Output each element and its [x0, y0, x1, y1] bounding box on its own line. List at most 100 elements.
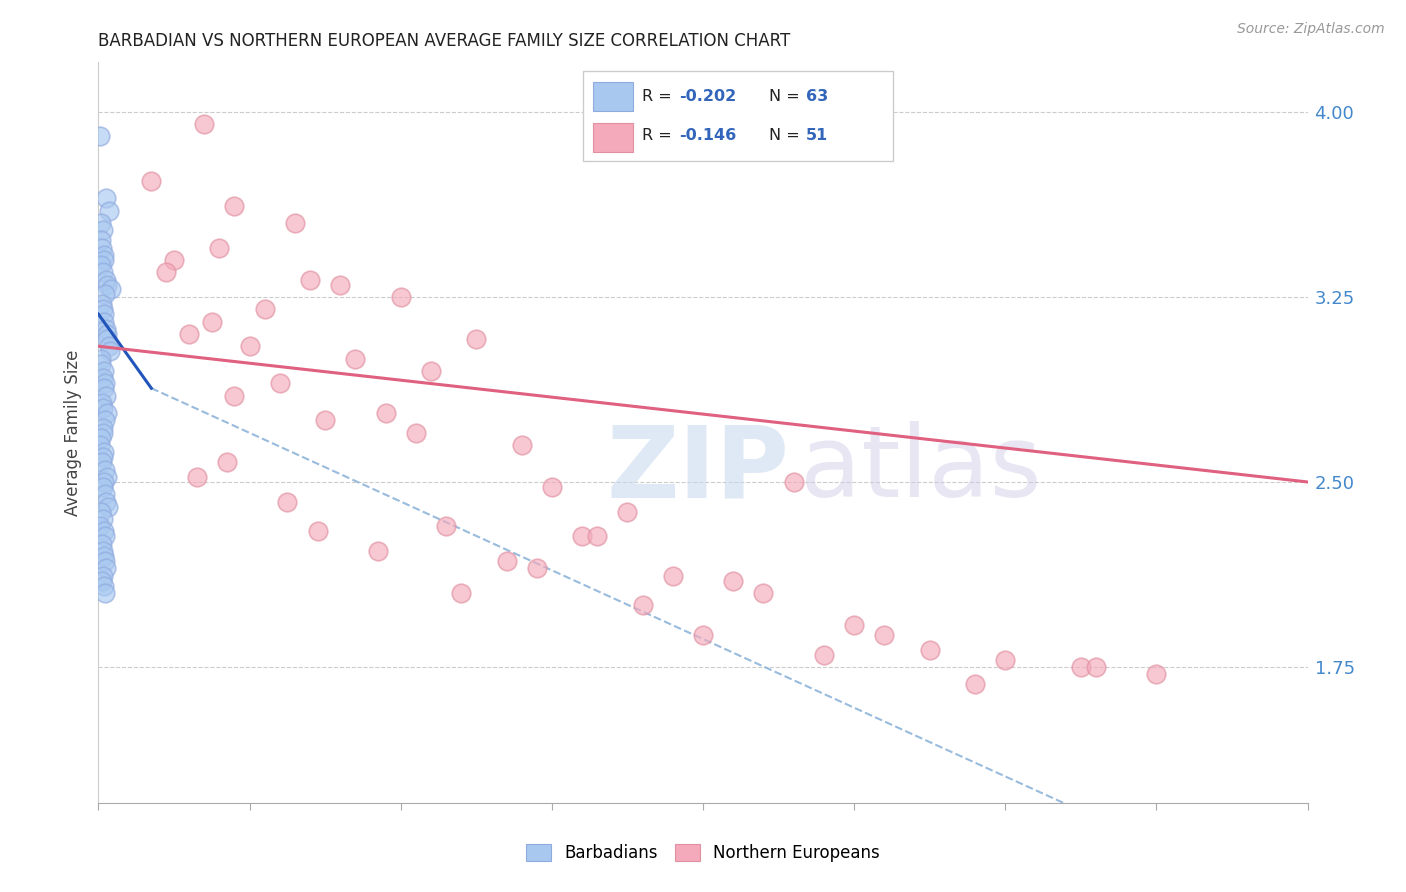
- Text: -0.146: -0.146: [679, 128, 737, 143]
- FancyBboxPatch shape: [583, 71, 893, 161]
- Point: [96, 406, 118, 420]
- Point: [93, 579, 115, 593]
- Point: [201, 315, 224, 329]
- Point: [93, 307, 115, 321]
- Point: [1070, 660, 1092, 674]
- Point: [389, 290, 412, 304]
- Point: [616, 505, 638, 519]
- Point: [965, 677, 987, 691]
- Point: [91, 512, 114, 526]
- Text: -0.202: -0.202: [679, 89, 737, 103]
- Point: [253, 302, 276, 317]
- Point: [918, 642, 941, 657]
- Point: [495, 554, 517, 568]
- Point: [434, 519, 457, 533]
- Point: [93, 248, 115, 262]
- Point: [1085, 660, 1108, 674]
- Text: R =: R =: [643, 128, 678, 143]
- Text: N =: N =: [769, 89, 806, 103]
- Point: [374, 406, 396, 420]
- Point: [510, 438, 533, 452]
- Point: [91, 480, 114, 494]
- Point: [329, 277, 352, 292]
- Point: [571, 529, 593, 543]
- Text: R =: R =: [643, 89, 678, 103]
- Point: [94, 487, 117, 501]
- Point: [179, 326, 201, 341]
- Point: [96, 470, 118, 484]
- Point: [90, 258, 112, 272]
- Text: Source: ZipAtlas.com: Source: ZipAtlas.com: [1237, 22, 1385, 37]
- Text: BARBADIAN VS NORTHERN EUROPEAN AVERAGE FAMILY SIZE CORRELATION CHART: BARBADIAN VS NORTHERN EUROPEAN AVERAGE F…: [98, 32, 790, 50]
- Point: [91, 420, 114, 434]
- Point: [90, 536, 112, 550]
- Point: [344, 351, 367, 366]
- Point: [299, 272, 322, 286]
- Point: [163, 252, 186, 267]
- Text: 63: 63: [806, 89, 828, 103]
- Point: [540, 480, 562, 494]
- Point: [631, 599, 654, 613]
- Point: [90, 216, 112, 230]
- Point: [994, 653, 1017, 667]
- Point: [94, 272, 117, 286]
- Point: [96, 388, 118, 402]
- Point: [90, 431, 112, 445]
- Point: [96, 332, 118, 346]
- FancyBboxPatch shape: [593, 82, 633, 111]
- Legend: Barbadians, Northern Europeans: Barbadians, Northern Europeans: [520, 837, 886, 869]
- Point: [208, 240, 231, 255]
- Point: [89, 438, 111, 452]
- Point: [661, 568, 683, 582]
- Point: [224, 198, 246, 212]
- Point: [96, 494, 118, 508]
- Point: [91, 223, 114, 237]
- Point: [93, 315, 115, 329]
- Point: [91, 240, 114, 255]
- Point: [91, 265, 114, 279]
- Point: [90, 357, 112, 371]
- Point: [98, 344, 121, 359]
- Point: [813, 648, 835, 662]
- Point: [93, 364, 115, 378]
- Point: [90, 574, 112, 588]
- Point: [692, 628, 714, 642]
- Point: [93, 381, 115, 395]
- Point: [94, 322, 117, 336]
- Point: [186, 470, 208, 484]
- Point: [94, 554, 117, 568]
- Point: [284, 216, 307, 230]
- Point: [90, 455, 112, 469]
- Point: [93, 549, 115, 563]
- FancyBboxPatch shape: [593, 123, 633, 152]
- Point: [155, 265, 177, 279]
- Point: [91, 297, 114, 311]
- Point: [314, 413, 336, 427]
- Point: [91, 401, 114, 415]
- Point: [224, 388, 246, 402]
- Point: [723, 574, 745, 588]
- Point: [98, 339, 121, 353]
- Point: [93, 445, 115, 459]
- Point: [420, 364, 443, 378]
- Point: [91, 371, 114, 385]
- Point: [91, 450, 114, 465]
- Point: [96, 561, 118, 575]
- Point: [94, 529, 117, 543]
- Text: atlas: atlas: [800, 421, 1042, 518]
- Point: [94, 586, 117, 600]
- Point: [752, 586, 775, 600]
- Point: [269, 376, 291, 391]
- Point: [141, 174, 163, 188]
- Point: [91, 544, 114, 558]
- Text: N =: N =: [769, 128, 806, 143]
- Point: [98, 203, 121, 218]
- Point: [94, 462, 117, 476]
- Point: [405, 425, 427, 440]
- Point: [239, 339, 262, 353]
- Point: [307, 524, 329, 539]
- Point: [96, 277, 118, 292]
- Point: [367, 544, 389, 558]
- Text: ZIP: ZIP: [606, 421, 789, 518]
- Point: [100, 283, 122, 297]
